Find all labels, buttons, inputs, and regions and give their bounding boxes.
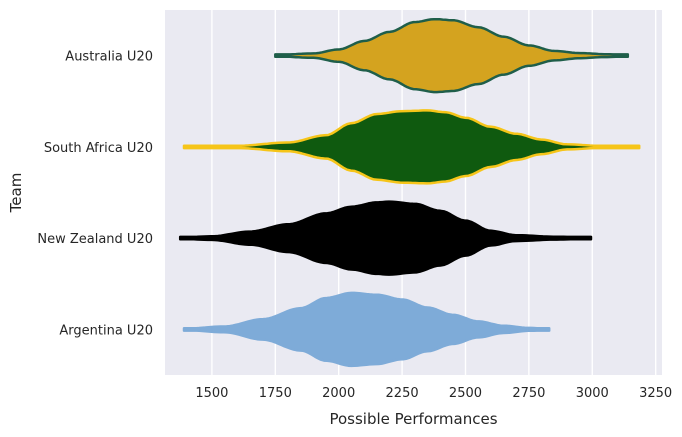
x-tick-label: 2750 (512, 386, 545, 401)
x-tick-labels: 1500 1750 2000 2250 2500 2750 3000 3250 (195, 386, 672, 401)
x-axis-label: Possible Performances (329, 410, 497, 428)
x-tick-label: 1500 (195, 386, 228, 401)
y-axis-label: Team (7, 173, 25, 214)
x-tick-label: 2500 (449, 386, 482, 401)
y-tick-label: New Zealand U20 (37, 232, 153, 247)
y-tick-labels: Australia U20 South Africa U20 New Zealand… (37, 50, 153, 339)
x-tick-label: 2000 (322, 386, 355, 401)
x-tick-label: 3250 (639, 386, 672, 401)
violin-south-africa-u20 (182, 109, 641, 185)
violin-australia-u20 (274, 17, 630, 94)
x-tick-label: 2250 (386, 386, 419, 401)
violin-new-zealand-u20 (178, 200, 593, 276)
violin-series (178, 17, 641, 368)
x-tick-label: 3000 (576, 386, 609, 401)
y-tick-label: South Africa U20 (44, 141, 153, 156)
y-tick-label: Australia U20 (65, 50, 153, 65)
y-tick-label: Argentina U20 (59, 323, 153, 338)
violin-argentina-u20 (182, 291, 551, 368)
x-tick-label: 1750 (259, 386, 292, 401)
